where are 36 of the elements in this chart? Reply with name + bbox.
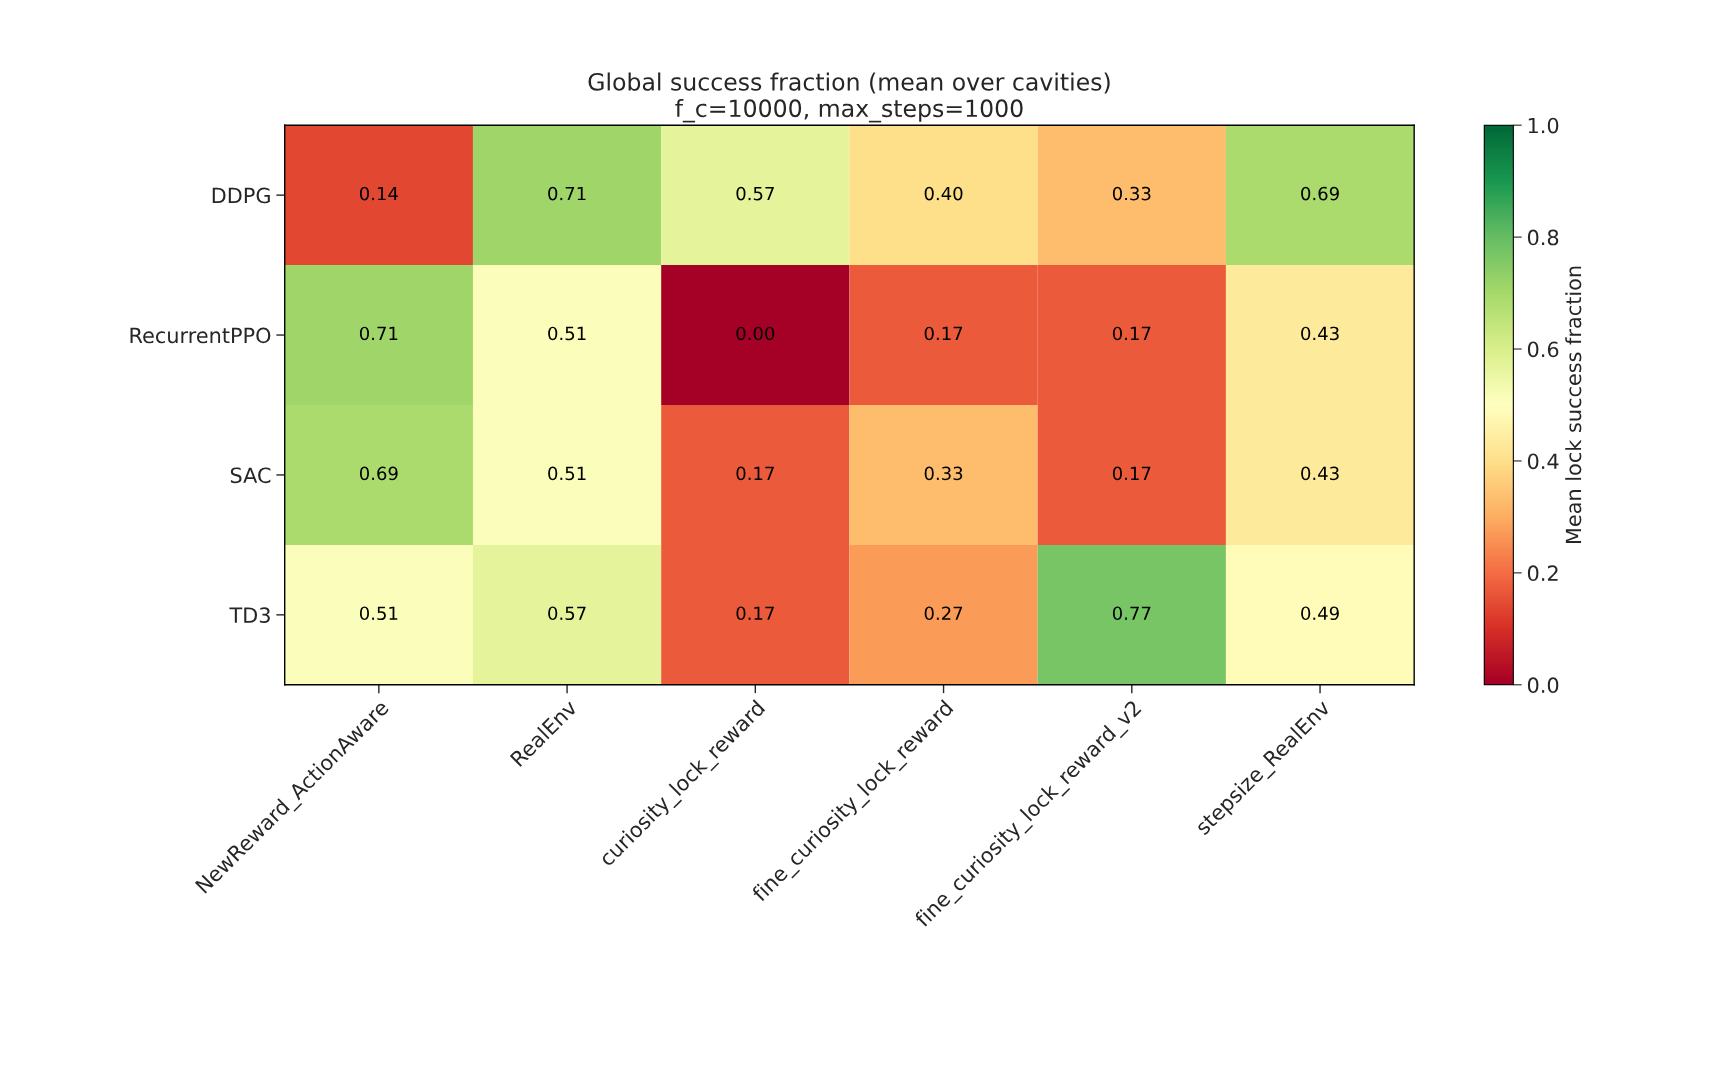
y-tick-label: DDPG — [212, 187, 270, 204]
y-tick-label: TD3 — [229, 607, 270, 624]
color-bar-label: 0.0 — [1527, 677, 1559, 694]
data-label: 0.40 — [924, 186, 963, 201]
color-bar-label: 0.8 — [1527, 229, 1559, 246]
y-tick-label: SAC — [230, 467, 271, 484]
y-tick-label: RecurrentPPO — [130, 327, 271, 344]
data-label: 0.00 — [736, 326, 775, 341]
color-bar-label: 0.2 — [1527, 565, 1558, 582]
data-label: 0.71 — [359, 326, 398, 341]
data-label: 0.77 — [1112, 606, 1151, 621]
data-label: 0.51 — [359, 606, 398, 621]
data-label: 0.17 — [736, 466, 774, 481]
data-label: 0.69 — [1301, 186, 1339, 201]
color-bar-title: Mean lock success fraction — [1565, 266, 1582, 544]
data-label: 0.69 — [359, 466, 398, 481]
data-label: 0.43 — [1301, 466, 1339, 481]
data-label: 0.17 — [1112, 466, 1151, 481]
data-label: 0.71 — [548, 186, 586, 201]
color-bar-label: 1.0 — [1528, 117, 1559, 134]
data-label: 0.33 — [1112, 186, 1151, 201]
data-label: 0.57 — [736, 186, 774, 201]
data-label: 0.49 — [1301, 606, 1339, 621]
data-label: 0.17 — [924, 326, 963, 341]
data-label: 0.17 — [736, 606, 774, 621]
data-label: 0.27 — [924, 606, 963, 621]
data-label: 0.14 — [359, 186, 398, 201]
data-label: 0.17 — [1112, 326, 1151, 341]
chart-title: Global success fraction (mean over cavities) f_c=10000, max_steps=1000 — [588, 72, 1110, 123]
color-bar-label: 0.6 — [1527, 341, 1559, 358]
color-bar-label: 0.4 — [1527, 453, 1559, 470]
data-label: 0.51 — [548, 326, 586, 341]
data-label: 0.57 — [548, 606, 586, 621]
data-label: 0.43 — [1301, 326, 1339, 341]
data-label: 0.51 — [548, 466, 586, 481]
data-label: 0.33 — [924, 466, 963, 481]
